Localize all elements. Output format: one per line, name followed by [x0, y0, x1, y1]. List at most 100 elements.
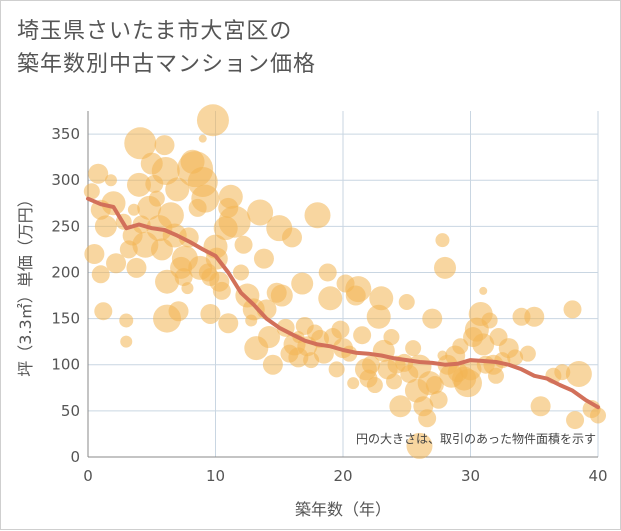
bubble-point — [212, 281, 231, 300]
bubble-point — [120, 335, 133, 348]
bubble-point — [366, 377, 383, 394]
y-tick-label: 50 — [61, 402, 80, 420]
bubble-point — [481, 312, 498, 329]
bubble-point — [590, 407, 606, 424]
bubble-point — [479, 286, 488, 295]
bubble-point — [245, 314, 258, 327]
bubble-point — [119, 313, 134, 328]
bubble-point — [181, 282, 194, 295]
bubble-point — [383, 329, 400, 346]
trend-line — [86, 196, 600, 410]
bubble-point — [84, 244, 105, 265]
x-axis-label: 築年数（年） — [295, 500, 391, 519]
bubble-point — [291, 272, 314, 295]
bubble-point — [198, 134, 207, 143]
bubble-point — [435, 233, 450, 248]
x-tick-label: 0 — [83, 467, 93, 485]
bubble-point — [233, 264, 249, 281]
bubble-point — [106, 253, 127, 274]
y-tick-label: 350 — [51, 125, 80, 143]
y-tick-label: 250 — [51, 217, 80, 235]
bubble-point — [148, 190, 165, 207]
bubble-point — [434, 256, 456, 279]
bubble-point — [422, 308, 443, 329]
bubble-point — [282, 227, 302, 248]
bubble-point — [345, 276, 372, 303]
x-tick-label: 20 — [333, 467, 352, 485]
bubble-point — [452, 338, 469, 355]
bubble-point — [200, 303, 221, 324]
bubble-point — [406, 432, 433, 459]
bubble-point — [151, 156, 180, 185]
bubble-point — [104, 174, 117, 187]
bubble-point — [565, 360, 592, 387]
bubble-point — [258, 326, 281, 349]
bubbles — [83, 104, 606, 459]
bubble-point — [253, 248, 274, 269]
bubble-size-note: 円の大きさは、取引のあった物件面積を示す — [356, 431, 596, 446]
x-tick-label: 10 — [206, 467, 225, 485]
bubble-point — [353, 326, 372, 345]
bubble-point — [247, 199, 274, 226]
bubble-point — [218, 313, 239, 334]
bubble-point — [126, 257, 147, 278]
bubble-point — [124, 127, 157, 160]
y-tick-label: 100 — [51, 356, 80, 374]
bubble-point — [313, 343, 334, 364]
bubble-point — [418, 409, 437, 428]
bubble-point — [437, 350, 448, 361]
y-tick-label: 200 — [51, 263, 80, 281]
bubble-point — [91, 265, 110, 284]
chart-title: 埼玉県さいたま市大宮区の 築年数別中古マンション価格 — [17, 15, 577, 81]
bubble-point — [459, 358, 482, 381]
bubble-point — [157, 202, 184, 229]
bubble-point — [154, 135, 175, 156]
bubble-point — [218, 205, 251, 238]
bubble-point — [507, 349, 524, 366]
bubble-point — [262, 354, 283, 375]
bubble-point — [328, 361, 345, 378]
bubble-point — [362, 355, 381, 374]
y-tick-label: 300 — [51, 171, 80, 189]
bubble-point — [127, 203, 140, 216]
bubble-point — [566, 411, 585, 430]
bubble-point — [155, 269, 180, 294]
bubble-point — [389, 395, 412, 418]
bubble-point — [196, 104, 229, 137]
y-tick-label: 0 — [70, 448, 80, 466]
bubble-point — [83, 183, 100, 200]
bubble-point — [366, 304, 391, 329]
chart-title-line-1: 埼玉県さいたま市大宮区の — [17, 19, 293, 44]
bubble-point — [405, 340, 422, 357]
x-tick-label: 30 — [461, 467, 480, 485]
bubble-point — [519, 345, 536, 362]
bubble-point — [472, 333, 495, 356]
x-tick-label: 40 — [588, 467, 607, 485]
bubble-point — [94, 302, 113, 321]
bubble-point — [318, 263, 337, 282]
bubble-point — [369, 286, 394, 311]
bubble-point — [165, 177, 190, 202]
bubble-point — [191, 184, 220, 213]
bubble-point — [398, 293, 415, 310]
bubble-point — [386, 373, 402, 390]
bubble-point — [347, 377, 360, 390]
bubble-point — [94, 215, 117, 238]
bubble-point — [304, 202, 331, 229]
bubble-point — [234, 235, 253, 254]
bubble-point — [127, 172, 151, 197]
bubble-point — [530, 396, 551, 417]
bubble-point — [331, 320, 350, 339]
bubble-point — [524, 306, 545, 327]
bubble-point — [563, 300, 582, 319]
y-axis-label: 坪（3.3㎡）単価（万円） — [16, 191, 35, 376]
bubble-point — [318, 286, 343, 311]
bubble-point — [429, 390, 448, 409]
bubble-point — [88, 163, 109, 184]
bubble-point — [488, 367, 504, 384]
bubble-point — [174, 268, 193, 287]
chart-title-line-2: 築年数別中古マンション価格 — [17, 52, 317, 77]
bubble-point — [218, 184, 243, 209]
